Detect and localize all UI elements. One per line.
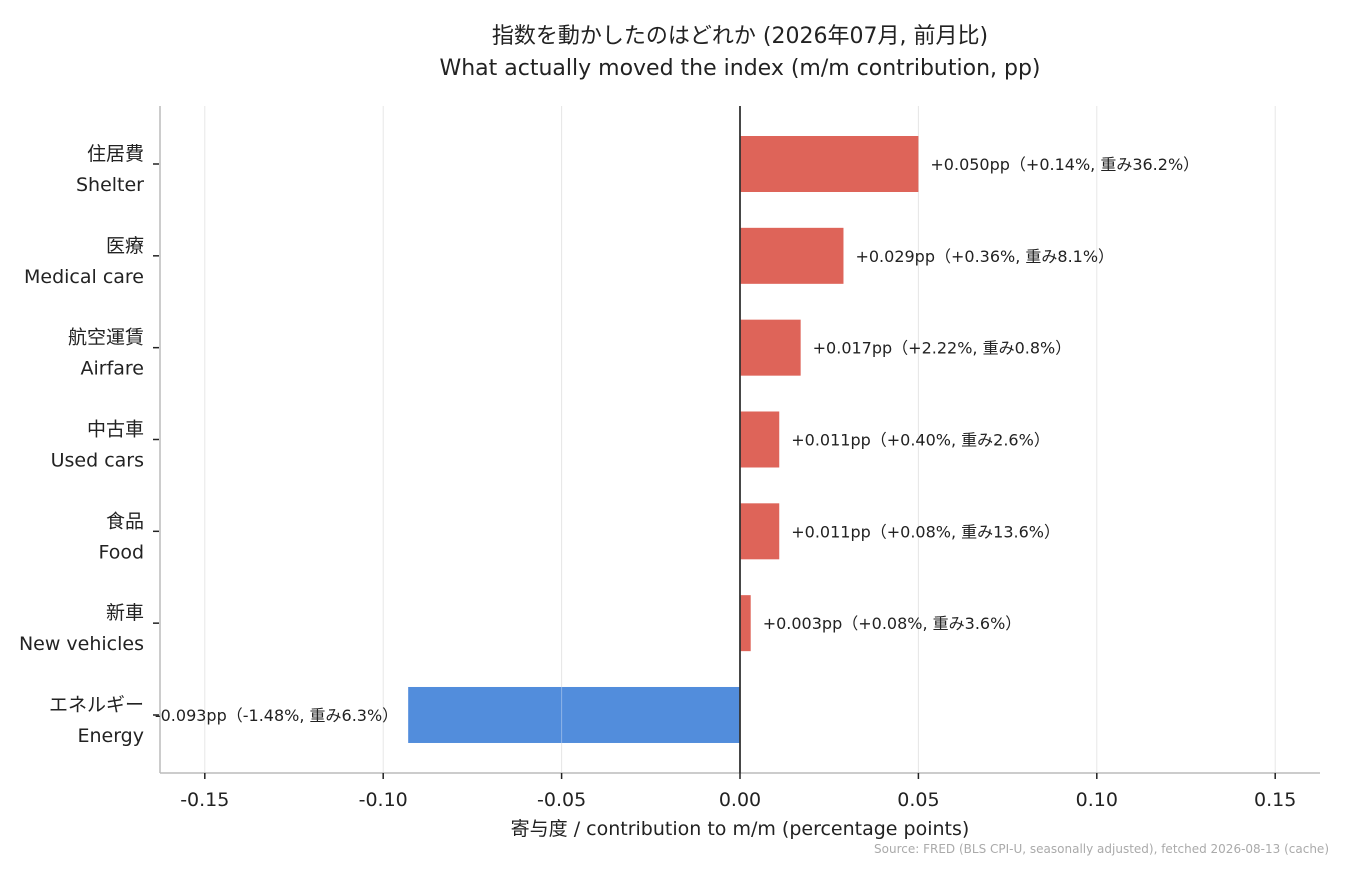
category-label-jp: 中古車: [87, 418, 144, 440]
x-tick-label: 0.00: [719, 789, 761, 811]
bar: [740, 595, 751, 652]
category-label-jp: 医療: [106, 235, 144, 257]
category-label-jp: 住居費: [87, 143, 144, 165]
bar: [740, 411, 780, 468]
category-label-jp: 食品: [106, 510, 144, 532]
category-label-en: Food: [98, 541, 144, 563]
x-axis-label: 寄与度 / contribution to m/m (percentage po…: [511, 818, 970, 840]
x-tick-label: -0.05: [537, 789, 586, 811]
data-label: +0.050pp（+0.14%, 重み36.2%）: [930, 155, 1199, 174]
category-label-en: Medical care: [24, 266, 144, 288]
x-tick-label: -0.10: [359, 789, 408, 811]
x-tick-label: 0.10: [1076, 789, 1118, 811]
chart-subtitle: What actually moved the index (m/m contr…: [439, 56, 1041, 81]
category-label-en: Shelter: [76, 174, 144, 196]
category-label-jp: 新車: [106, 602, 144, 624]
data-label: +0.011pp（+0.40%, 重み2.6%）: [791, 430, 1050, 449]
chart-title: 指数を動かしたのはどれか (2026年07月, 前月比): [491, 24, 989, 49]
x-tick-label: 0.05: [897, 789, 939, 811]
bar: [740, 136, 919, 192]
data-label: +0.017pp（+2.22%, 重み0.8%）: [813, 339, 1072, 358]
x-tick-label: 0.15: [1254, 789, 1296, 811]
x-tick-label: -0.15: [180, 789, 229, 811]
bar: [740, 503, 780, 560]
bar: [740, 319, 801, 376]
category-label-en: Energy: [77, 725, 144, 747]
data-label: +0.029pp（+0.36%, 重み8.1%）: [855, 247, 1114, 266]
data-label: -0.093pp（-1.48%, 重み6.3%）: [155, 706, 398, 725]
category-label-en: Airfare: [80, 358, 144, 380]
source-note: Source: FRED (BLS CPI-U, seasonally adju…: [874, 842, 1329, 856]
category-label-jp: エネルギー: [49, 694, 144, 716]
data-label: +0.003pp（+0.08%, 重み3.6%）: [763, 614, 1022, 633]
bar: [740, 227, 844, 284]
category-label-jp: 航空運賃: [68, 327, 144, 349]
category-label-en: New vehicles: [19, 633, 144, 655]
bar: [408, 686, 740, 743]
data-label: +0.011pp（+0.08%, 重み13.6%）: [791, 522, 1060, 541]
category-label-en: Used cars: [51, 449, 144, 471]
